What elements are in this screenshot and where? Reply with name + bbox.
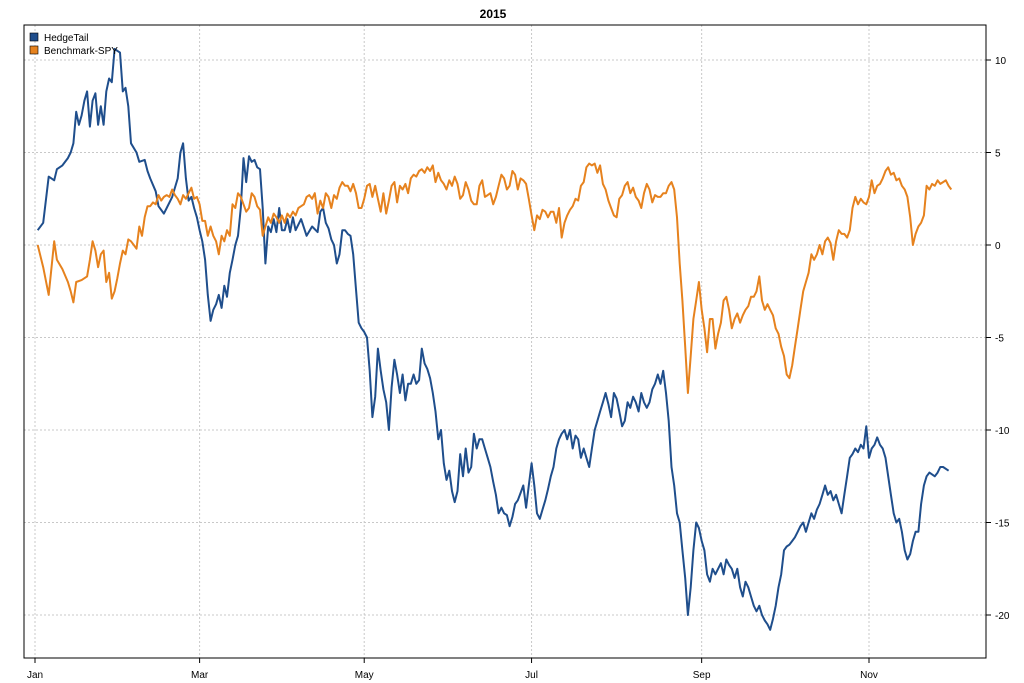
y-tick-label: -5 [995, 334, 1004, 345]
x-tick-label: Sep [693, 670, 711, 681]
legend-label: Benchmark-SPY [44, 46, 118, 57]
grid-layer [24, 25, 986, 658]
series-line-hedgetail [36, 47, 950, 631]
legend-swatch [29, 45, 39, 55]
chart-title: 2015 [480, 7, 507, 21]
plot-frame [23, 24, 987, 659]
y-tick-label: -10 [995, 426, 1010, 437]
series-line-benchmark-spy [36, 162, 953, 394]
x-tick-label: Jan [27, 670, 43, 681]
x-tick-label: Mar [191, 670, 209, 681]
y-tick-label: 0 [995, 241, 1001, 252]
legend: HedgeTail Benchmark-SPY [29, 32, 118, 57]
y-tick-label: 5 [995, 149, 1001, 160]
legend-label: HedgeTail [44, 33, 88, 44]
y-tick-label: -15 [995, 519, 1010, 530]
x-tick-label: Nov [860, 670, 878, 681]
series-layer [36, 47, 953, 631]
y-axis: 10 5 0 -5 -10 -15 -20 [986, 56, 1010, 622]
legend-swatch [29, 32, 39, 42]
y-tick-label: -20 [995, 611, 1010, 622]
x-axis: Jan Mar May Jul Sep Nov [27, 658, 878, 681]
x-tick-label: Jul [525, 670, 538, 681]
x-tick-label: May [355, 670, 374, 681]
y-tick-label: 10 [995, 56, 1007, 67]
